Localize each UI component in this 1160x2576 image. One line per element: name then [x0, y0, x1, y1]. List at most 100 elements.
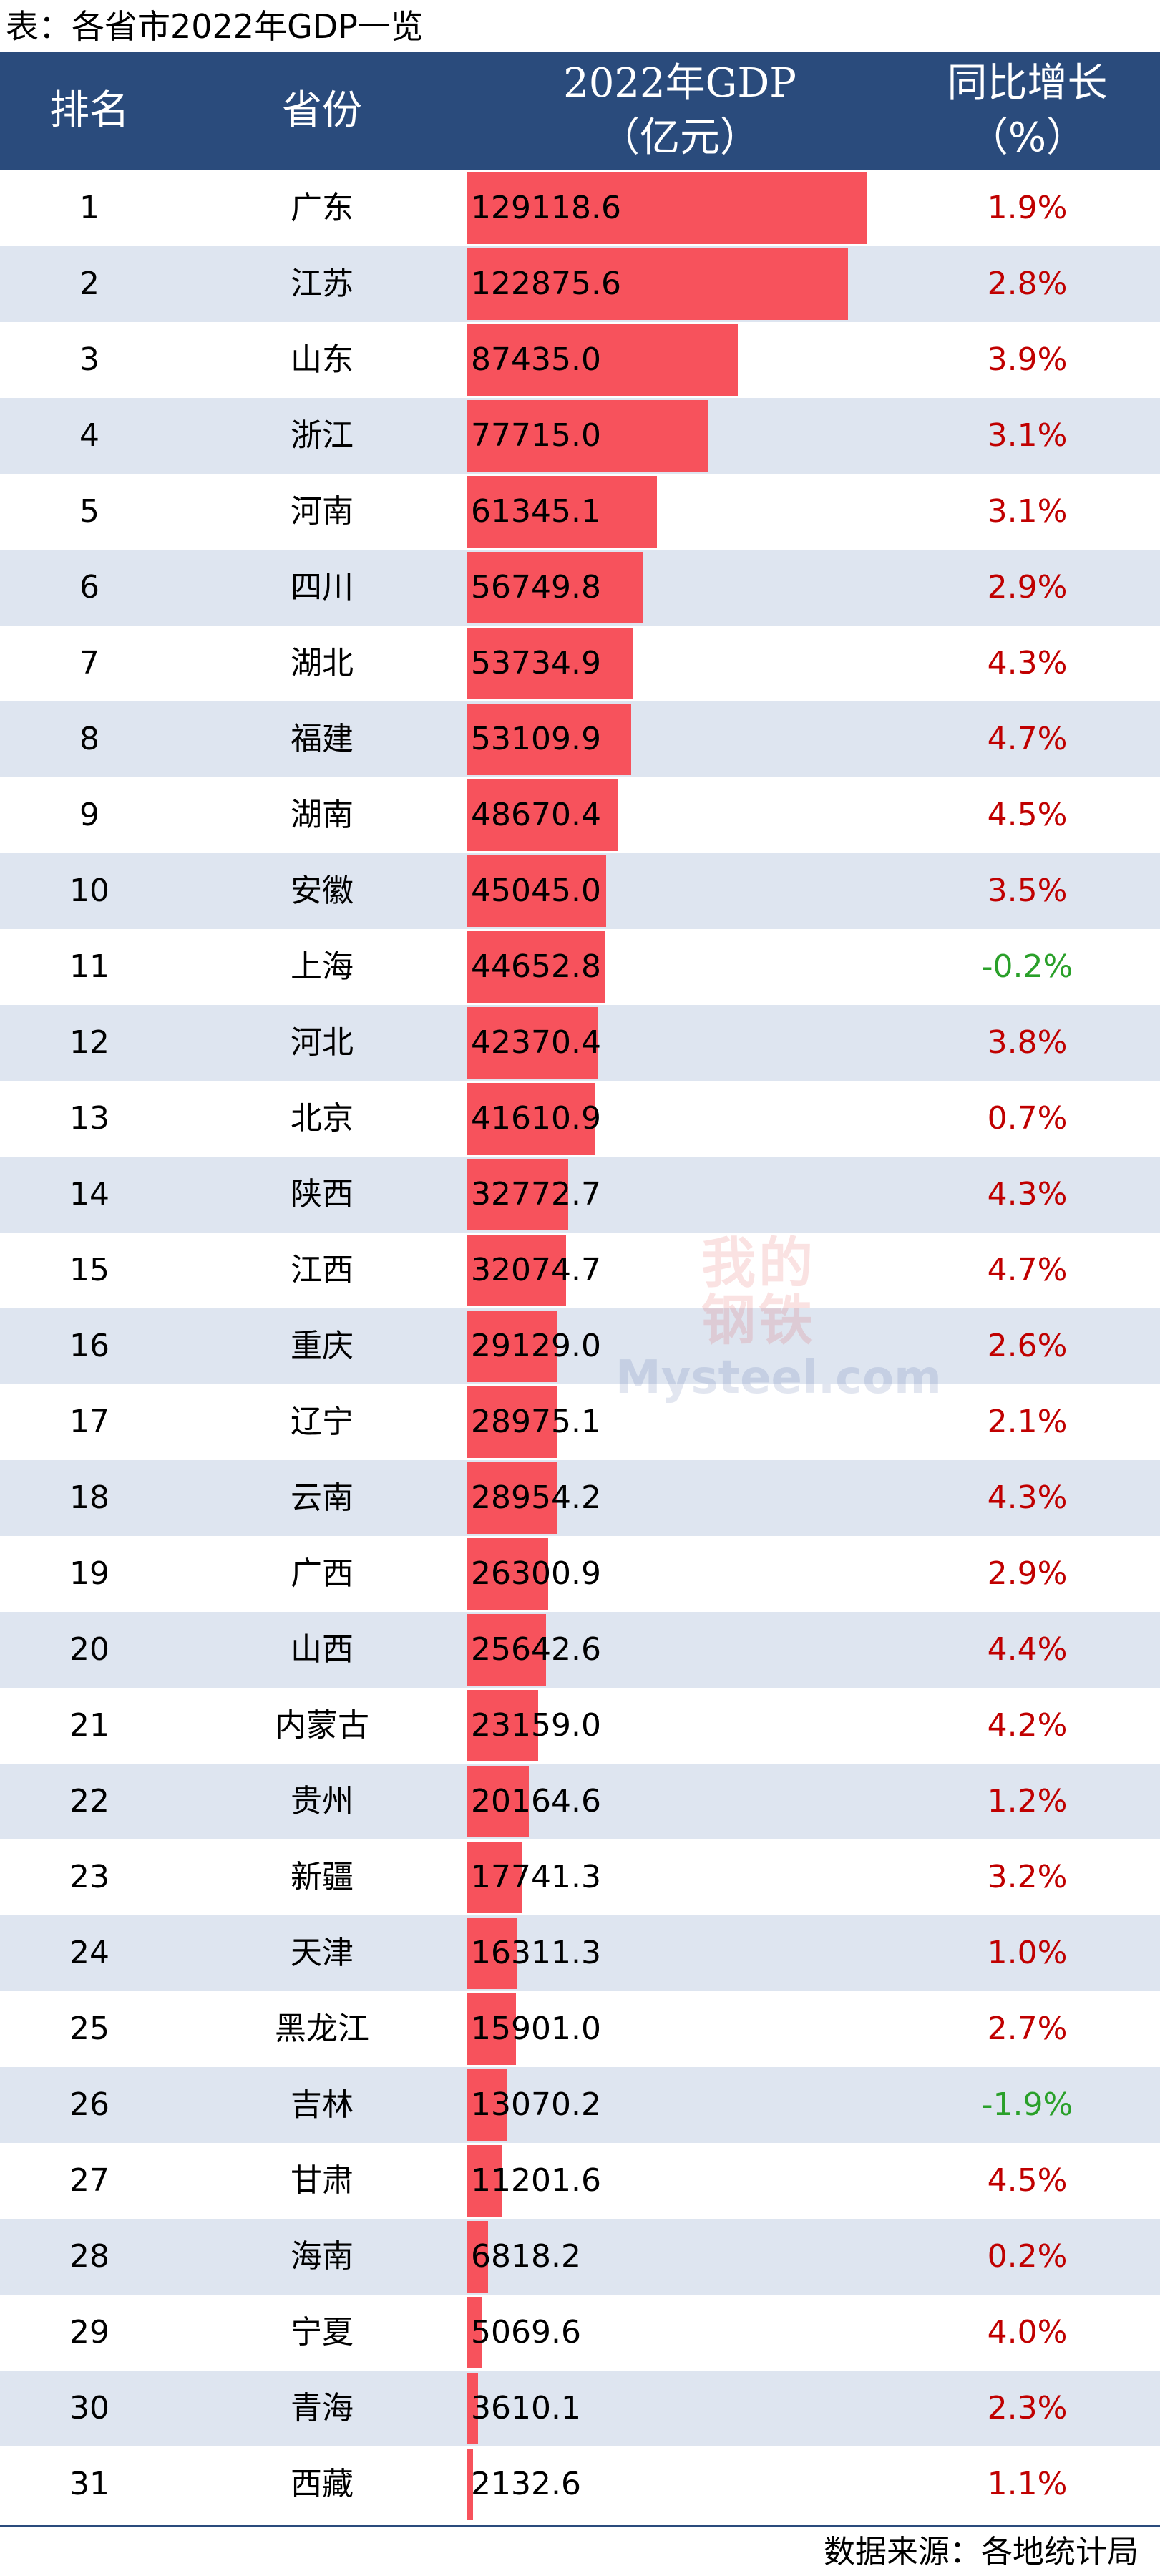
province-cell: 新疆: [291, 1859, 354, 1895]
province-cell: 内蒙古: [275, 1707, 369, 1744]
table-row: 28 海南 6818.2 0.2%: [0, 2219, 1160, 2295]
table-row: 1 广东 129118.6 1.9%: [0, 170, 1160, 246]
header-rank-label: 排名: [49, 87, 130, 134]
growth-value: 0.2%: [987, 2238, 1068, 2275]
table-row: 5 河南 61345.1 3.1%: [0, 474, 1160, 550]
table-row: 25 黑龙江 15901.0 2.7%: [0, 1991, 1160, 2067]
rank-cell: 30: [69, 2390, 109, 2426]
province-cell: 浙江: [291, 417, 354, 454]
data-source-note: 数据来源：各地统计局: [824, 2534, 1139, 2570]
gdp-bar: [467, 324, 739, 396]
province-cell: 重庆: [291, 1328, 354, 1364]
gdp-value-label: 32772.7: [471, 1176, 601, 1212]
header-growth-line2: （%）: [968, 115, 1087, 161]
gdp-bar: [467, 1007, 598, 1079]
province-cell: 海南: [291, 2238, 354, 2275]
growth-value: 1.0%: [987, 1935, 1068, 1971]
table-header: 排名 省份 2022年GDP （亿元） 同比增长 （%）: [0, 52, 1160, 170]
gdp-bar: [467, 1690, 539, 1761]
gdp-value-label: 48670.4: [471, 797, 601, 833]
growth-value: 3.2%: [987, 1859, 1068, 1895]
rank-cell: 28: [69, 2238, 109, 2275]
table-row: 31 西藏 2132.6 1.1%: [0, 2446, 1160, 2522]
header-province-label: 省份: [282, 87, 362, 134]
gdp-bar: [467, 1842, 522, 1913]
rank-cell: 25: [69, 2011, 109, 2047]
rank-cell: 17: [69, 1404, 109, 1440]
table-row: 2 江苏 122875.6 2.8%: [0, 246, 1160, 322]
gdp-bar: [467, 1766, 530, 1837]
rank-cell: 26: [69, 2086, 109, 2123]
province-cell: 天津: [291, 1935, 354, 1971]
rank-cell: 27: [69, 2162, 109, 2199]
gdp-value-label: 17741.3: [471, 1859, 601, 1895]
growth-value: 4.4%: [987, 1631, 1068, 1668]
gdp-value-label: 29129.0: [471, 1328, 601, 1364]
rank-cell: 3: [79, 341, 99, 378]
province-cell: 广东: [291, 190, 354, 226]
province-cell: 吉林: [291, 2086, 354, 2123]
province-cell: 四川: [291, 569, 354, 606]
table-row: 4 浙江 77715.0 3.1%: [0, 398, 1160, 474]
gdp-bar: [467, 704, 632, 775]
gdp-bar: [467, 1918, 517, 1989]
province-cell: 甘肃: [291, 2162, 354, 2199]
growth-value: 3.1%: [987, 493, 1068, 530]
province-cell: 河北: [291, 1024, 354, 1061]
province-cell: 上海: [291, 948, 354, 985]
province-cell: 贵州: [291, 1783, 354, 1819]
growth-value: 0.7%: [987, 1100, 1068, 1137]
growth-value: 4.3%: [987, 645, 1068, 681]
growth-value: 4.5%: [987, 2162, 1068, 2199]
rank-cell: 6: [79, 569, 99, 606]
gdp-value-label: 53734.9: [471, 645, 601, 681]
table-row: 10 安徽 45045.0 3.5%: [0, 853, 1160, 929]
gdp-bar: [467, 931, 605, 1003]
growth-value: -0.2%: [981, 948, 1073, 985]
province-cell: 辽宁: [291, 1404, 354, 1440]
province-cell: 黑龙江: [275, 2011, 369, 2047]
rank-cell: 20: [69, 1631, 109, 1668]
gdp-value-label: 3610.1: [471, 2390, 581, 2426]
rank-cell: 12: [69, 1024, 109, 1061]
gdp-bar: [467, 1462, 557, 1534]
footer-divider: [0, 2525, 1160, 2527]
gdp-bar: [467, 1235, 567, 1306]
gdp-value-label: 6818.2: [471, 2238, 581, 2275]
gdp-bar: [467, 1159, 569, 1230]
table-row: 13 北京 41610.9 0.7%: [0, 1081, 1160, 1157]
province-cell: 湖南: [291, 797, 354, 833]
growth-value: 1.2%: [987, 1783, 1068, 1819]
rank-cell: 1: [79, 190, 99, 226]
table-row: 3 山东 87435.0 3.9%: [0, 322, 1160, 398]
gdp-value-label: 2132.6: [471, 2466, 581, 2502]
header-gdp-line1: 2022年GDP: [563, 60, 796, 107]
rank-cell: 18: [69, 1479, 109, 1516]
growth-value: -1.9%: [981, 2086, 1073, 2123]
gdp-bar: [467, 552, 643, 623]
province-cell: 江西: [291, 1252, 354, 1288]
province-cell: 河南: [291, 493, 354, 530]
gdp-bar: [467, 2145, 502, 2217]
gdp-value-label: 61345.1: [471, 493, 601, 530]
rank-cell: 29: [69, 2314, 109, 2351]
gdp-value-label: 129118.6: [471, 190, 621, 226]
table-row: 17 辽宁 28975.1 2.1%: [0, 1384, 1160, 1460]
province-cell: 广西: [291, 1555, 354, 1592]
gdp-value-label: 44652.8: [471, 948, 601, 985]
table-row: 22 贵州 20164.6 1.2%: [0, 1764, 1160, 1839]
rank-cell: 8: [79, 721, 99, 757]
gdp-value-label: 122875.6: [471, 266, 621, 302]
gdp-bar: [467, 2373, 478, 2444]
table-row: 20 山西 25642.6 4.4%: [0, 1612, 1160, 1688]
gdp-value-label: 23159.0: [471, 1707, 601, 1744]
rank-cell: 19: [69, 1555, 109, 1592]
gdp-value-label: 53109.9: [471, 721, 601, 757]
gdp-bar: [467, 172, 867, 244]
growth-value: 2.6%: [987, 1328, 1068, 1364]
gdp-bar: [467, 2069, 507, 2141]
growth-value: 2.9%: [987, 1555, 1068, 1592]
gdp-value-label: 28954.2: [471, 1479, 601, 1516]
rank-cell: 9: [79, 797, 99, 833]
table-row: 27 甘肃 11201.6 4.5%: [0, 2143, 1160, 2219]
